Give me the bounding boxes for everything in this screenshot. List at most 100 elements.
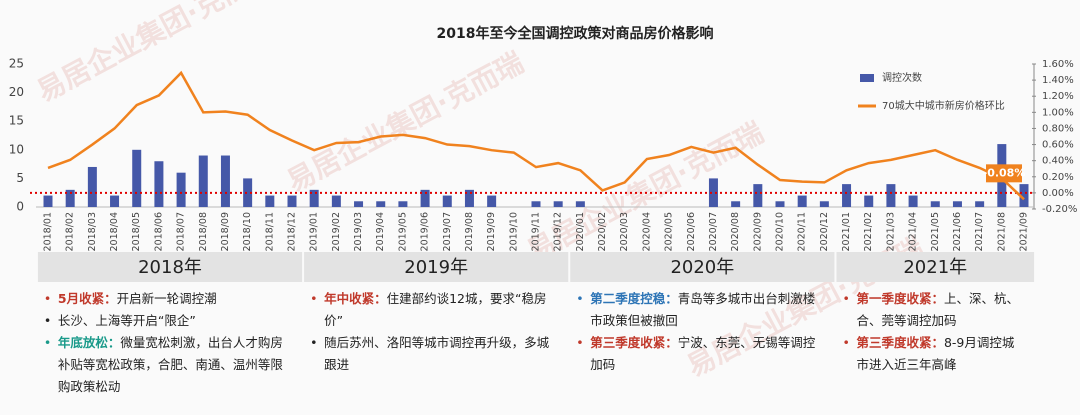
notes: 年中收紧：住建部约谈12城，要求“稳房价”随后苏州、洛阳等城市调控再升级，多城跟… (310, 288, 560, 376)
note-text: 微量宽松刺激，出台人才购房补贴等宽松政策，合肥、南通、温州等限购政策松动 (57, 335, 283, 394)
y-tick-label: 10 (9, 142, 24, 156)
bar (886, 184, 896, 207)
bar (952, 201, 962, 207)
bar (464, 189, 474, 207)
note-text: 青岛等多城市出台刺激楼市政策但被撤回 (590, 291, 816, 328)
bar (198, 155, 208, 207)
bar (775, 201, 785, 207)
bar (442, 195, 452, 207)
y2-tick-label: 1.20% (1042, 91, 1074, 102)
note-lead: 5月收紧： (57, 291, 117, 306)
x-tick-label: 2020/10 (775, 212, 786, 251)
bar (398, 201, 408, 207)
note-text: 上、深、杭、合、莞等调控加码 (856, 291, 1019, 328)
bar (575, 201, 585, 207)
x-tick-label: 2020/07 (708, 212, 719, 251)
bar (287, 195, 297, 207)
x-tick-label: 2020/12 (819, 212, 830, 251)
watermark: 易居企业集团·克而瑞 (282, 46, 529, 198)
x-tick-label: 2021/08 (996, 212, 1007, 251)
bar (43, 195, 53, 207)
x-tick-label: 2018/04 (109, 212, 120, 251)
x-tick-label: 2019/10 (508, 212, 519, 251)
note: 年中收紧：住建部约谈12城，要求“稳房价” (310, 288, 560, 332)
bar (176, 172, 186, 207)
x-tick-label: 2018/06 (153, 212, 164, 251)
y2-tick-label: 1.60% (1042, 59, 1074, 70)
legend-swatch (860, 74, 874, 82)
period-label: 2019年 (404, 257, 468, 278)
bar (265, 195, 275, 207)
x-tick-label: 2020/09 (752, 212, 763, 251)
bar (797, 195, 807, 207)
x-tick-label: 2019/04 (375, 212, 386, 251)
x-tick-label: 2018/08 (198, 212, 209, 251)
y2-tick-label: 0.80% (1042, 123, 1074, 134)
note: 第一季度收紧：上、深、杭、合、莞等调控加码 (842, 288, 1026, 332)
line (47, 70, 1025, 201)
bar (553, 201, 563, 207)
x-tick-label: 2018/12 (287, 212, 298, 251)
y2-tick-label: 1.40% (1042, 75, 1074, 86)
x-tick-label: 2019/09 (486, 212, 497, 251)
period-label: 2018年 (138, 257, 202, 278)
note-lead: 第一季度收紧： (856, 291, 944, 306)
x-tick-label: 2018/05 (131, 212, 142, 251)
note-lead: 第二季度控稳： (590, 291, 678, 306)
bar (110, 195, 120, 207)
x-tick-label: 2020/05 (664, 212, 675, 251)
x-tick-label: 2021/07 (974, 212, 985, 251)
bar (864, 195, 874, 207)
x-tick-label: 2021/03 (885, 212, 896, 251)
x-tick-label: 2020/04 (641, 212, 652, 251)
note: 年底放松：微量宽松刺激，出台人才购房补贴等宽松政策，合肥、南通、温州等限购政策松… (44, 332, 294, 398)
chart-title: 2018年至今全国调控政策对商品房价格影响 (437, 25, 714, 42)
note-lead: 年底放松： (57, 335, 121, 350)
x-tick-label: 2018/02 (65, 212, 76, 251)
note-text: 住建部约谈12城，要求“稳房价” (324, 291, 547, 328)
x-tick-label: 2019/08 (464, 212, 475, 251)
period-band (570, 252, 835, 282)
note-text: 开启新一轮调控潮 (116, 291, 217, 306)
bar (531, 201, 541, 207)
bar (154, 161, 164, 207)
x-tick-label: 2021/06 (952, 212, 963, 251)
x-tick-label: 2019/02 (331, 212, 342, 251)
x-tick-label: 2019/03 (353, 212, 364, 251)
note: 第三季度收紧：宁波、东莞、无锡等调控加码 (576, 332, 826, 376)
x-tick-label: 2018/03 (87, 212, 98, 251)
x-tick-label: 2020/08 (730, 212, 741, 251)
notes: 5月收紧：开启新一轮调控潮长沙、上海等开启“限企” 年底放松：微量宽松刺激，出台人… (44, 288, 294, 398)
bar (908, 195, 918, 207)
y2-tick-label: 0.60% (1042, 140, 1074, 151)
y2-tick-label: 0.40% (1042, 156, 1074, 167)
x-tick-label: 2021/09 (1019, 212, 1030, 251)
value-label: -0.08% (983, 166, 1026, 179)
note-text: 8-9月调控城市进入近三年高峰 (856, 335, 1015, 372)
x-tick-label: 2018/07 (176, 212, 187, 251)
x-tick-label: 2021/02 (863, 212, 874, 251)
x-tick-label: 2020/01 (575, 212, 586, 251)
period-band (304, 252, 569, 282)
x-tick-label: 2019/05 (397, 212, 408, 251)
watermark: 易居企业集团·克而瑞 (32, 0, 279, 108)
bar (975, 201, 985, 207)
x-tick-label: 2020/02 (597, 212, 608, 251)
note-lead: 第三季度收紧： (590, 335, 678, 350)
bar (220, 155, 230, 207)
y2-tick-label: -0.20% (1042, 204, 1077, 215)
x-tick-label: 2020/11 (797, 212, 808, 251)
bar (819, 201, 829, 207)
x-tick-label: 2020/03 (619, 212, 630, 251)
y-tick-label: 5 (16, 171, 24, 185)
x-tick-label: 2018/11 (264, 212, 275, 251)
bar (309, 189, 319, 207)
legend-label: 70城大中城市新房价格环比 (882, 99, 1005, 112)
value-label-bg (986, 164, 1022, 183)
x-tick-label: 2020/06 (686, 212, 697, 251)
x-tick-label: 2019/12 (553, 212, 564, 251)
period-band (836, 252, 1035, 282)
bar (132, 149, 142, 207)
x-tick-label: 2021/05 (930, 212, 941, 251)
period-label: 2020年 (670, 257, 734, 278)
